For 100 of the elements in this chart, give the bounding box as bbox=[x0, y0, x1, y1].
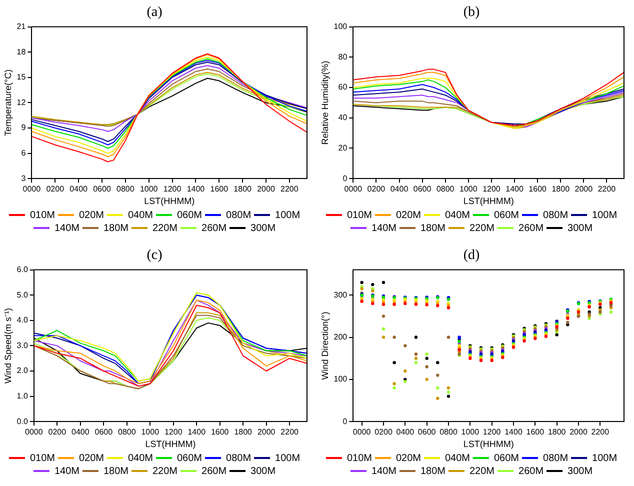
x-tick-label: 0400 bbox=[70, 184, 88, 194]
chart-title: (d) bbox=[463, 248, 480, 264]
y-axis-title: Wind Speed(m s⁻¹) bbox=[2, 308, 13, 384]
x-tick-label: 2000 bbox=[574, 184, 594, 194]
x-tick-label: 1200 bbox=[164, 428, 183, 437]
x-tick-label: 2200 bbox=[280, 428, 300, 437]
legend-label: 140M bbox=[54, 222, 80, 234]
y-tick-label: 40 bbox=[338, 113, 348, 122]
y-tick-label: 5.0 bbox=[16, 290, 28, 300]
x-tick-label: 0800 bbox=[116, 184, 135, 194]
x-tick-label: 1000 bbox=[141, 428, 160, 437]
x-tick-label: 2200 bbox=[280, 184, 299, 194]
y-tick-label: 18 bbox=[16, 47, 26, 56]
y-tick-label: 20 bbox=[338, 143, 348, 152]
x-tick-label: 0800 bbox=[118, 428, 136, 437]
chart-title: (c) bbox=[146, 248, 163, 264]
legend-label: 300M bbox=[568, 222, 593, 234]
y-tick-label: 200 bbox=[334, 332, 348, 342]
legend-label: 300M bbox=[568, 466, 593, 477]
x-tick-label: 1800 bbox=[552, 184, 570, 194]
x-tick-label: 1400 bbox=[504, 428, 523, 437]
x-tick-label: 1000 bbox=[461, 428, 480, 437]
legend-label: 220M bbox=[152, 222, 178, 234]
x-axis-title: LST(HHMM) bbox=[463, 439, 514, 450]
x-tick-label: 0800 bbox=[440, 428, 458, 437]
legend-label: 100M bbox=[592, 452, 618, 464]
legend-label: 100M bbox=[275, 210, 300, 221]
x-tick-label: 1600 bbox=[210, 184, 229, 194]
legend-label: 080M bbox=[543, 210, 568, 221]
legend-label: 260M bbox=[202, 222, 227, 234]
y-tick-label: 9 bbox=[21, 123, 26, 132]
legend-label: 040M bbox=[128, 452, 153, 464]
legend-label: 060M bbox=[494, 452, 520, 464]
x-tick-label: 1000 bbox=[460, 184, 478, 194]
legend-label: 080M bbox=[543, 452, 568, 464]
x-tick-label: 1400 bbox=[186, 184, 206, 194]
x-tick-label: 0000 bbox=[344, 184, 363, 194]
x-tick-label: 1600 bbox=[528, 184, 548, 194]
x-tick-label: 1200 bbox=[482, 428, 502, 437]
x-tick-label: 1400 bbox=[188, 428, 206, 437]
y-tick-label: 21 bbox=[16, 22, 26, 32]
legend-label: 060M bbox=[177, 210, 202, 221]
legend-label: 060M bbox=[177, 452, 202, 464]
y-tick-label: 100 bbox=[334, 22, 348, 32]
y-tick-label: 6 bbox=[21, 148, 26, 158]
x-tick-label: 1200 bbox=[163, 184, 182, 194]
x-tick-label: 1800 bbox=[234, 428, 253, 437]
y-tick-label: 0 bbox=[342, 174, 348, 183]
y-tick-label: 80 bbox=[338, 52, 348, 62]
x-tick-label: 0600 bbox=[94, 428, 114, 437]
x-tick-label: 0200 bbox=[46, 184, 65, 194]
legend-label: 260M bbox=[202, 466, 227, 477]
y-axis-title: Relative Humidity(%) bbox=[320, 60, 330, 145]
legend-label: 010M bbox=[30, 452, 55, 464]
legend-label: 300M bbox=[250, 466, 276, 477]
x-tick-label: 0400 bbox=[396, 428, 415, 437]
x-tick-label: 2000 bbox=[570, 428, 588, 437]
y-tick-label: 300 bbox=[334, 290, 348, 300]
x-tick-label: 1000 bbox=[140, 184, 158, 194]
x-tick-label: 1800 bbox=[548, 428, 566, 437]
x-tick-label: 2000 bbox=[257, 428, 276, 437]
legend-label: 140M bbox=[54, 466, 80, 477]
x-axis-title: LST(HHMM) bbox=[145, 439, 196, 450]
x-tick-label: 1600 bbox=[210, 428, 230, 437]
y-tick-label: 3 bbox=[21, 174, 26, 183]
y-tick-label: 15 bbox=[16, 72, 26, 82]
x-tick-label: 0400 bbox=[390, 184, 409, 194]
x-tick-label: 2200 bbox=[591, 428, 610, 437]
x-tick-label: 0600 bbox=[413, 184, 432, 194]
y-tick-label: 60 bbox=[338, 82, 348, 92]
legend-label: 180M bbox=[103, 466, 128, 477]
legend-label: 060M bbox=[494, 210, 520, 221]
legend-label: 020M bbox=[396, 210, 421, 221]
x-tick-label: 0000 bbox=[25, 428, 44, 437]
legend-label: 300M bbox=[250, 222, 276, 234]
x-tick-label: 1200 bbox=[482, 184, 501, 194]
x-tick-label: 0200 bbox=[48, 428, 67, 437]
x-tick-label: 0600 bbox=[93, 184, 112, 194]
chart-title: (a) bbox=[146, 5, 163, 20]
legend-label: 080M bbox=[226, 210, 252, 221]
y-tick-label: 100 bbox=[334, 374, 348, 384]
legend-label: 020M bbox=[396, 452, 421, 464]
y-tick-label: 0 bbox=[342, 416, 348, 426]
legend-label: 220M bbox=[152, 466, 178, 477]
legend-label: 010M bbox=[30, 210, 55, 221]
x-tick-label: 2000 bbox=[257, 184, 276, 194]
x-tick-label: 0400 bbox=[72, 428, 90, 437]
legend-label: 020M bbox=[78, 452, 104, 464]
legend-label: 180M bbox=[420, 222, 446, 234]
x-tick-label: 0200 bbox=[374, 428, 393, 437]
x-axis-title: LST(HHMM) bbox=[144, 196, 195, 206]
y-tick-label: 1.0 bbox=[16, 392, 28, 401]
x-tick-label: 0600 bbox=[418, 428, 436, 437]
y-tick-label: 4.0 bbox=[16, 316, 28, 325]
legend-label: 260M bbox=[518, 466, 544, 477]
legend-label: 180M bbox=[103, 222, 128, 234]
x-tick-label: 0000 bbox=[352, 428, 372, 437]
legend-label: 140M bbox=[371, 222, 396, 234]
x-axis-title: LST(HHMM) bbox=[463, 196, 514, 206]
legend-label: 080M bbox=[226, 452, 252, 464]
